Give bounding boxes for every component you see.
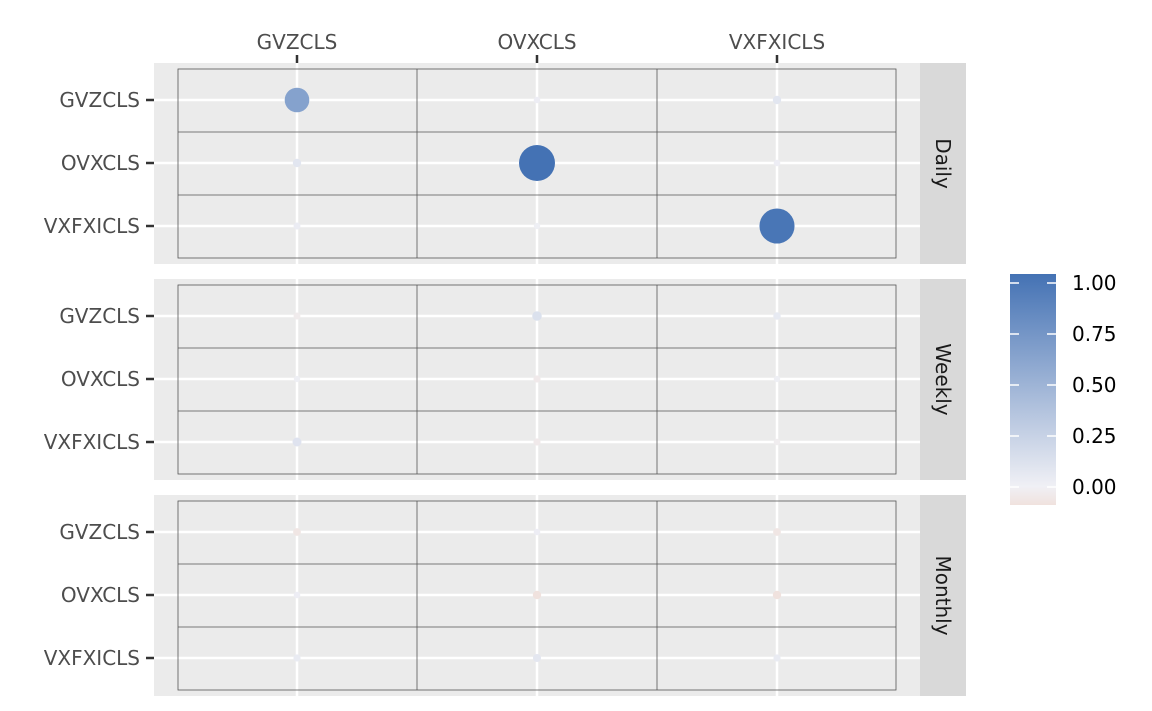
y-tick-label-vxfxicls: VXFXICLS: [44, 430, 140, 454]
point-daily-vxfxicls-vxfxicls: [759, 208, 795, 244]
legend-tick-label: 0.50: [1072, 373, 1117, 397]
legend-colorbar: [1010, 274, 1056, 505]
y-tick-label-gvzcls: GVZCLS: [59, 520, 140, 544]
point-daily-vxfxicls-gvzcls: [293, 222, 301, 230]
point-monthly-vxfxicls-vxfxicls: [773, 654, 781, 662]
point-weekly-gvzcls-ovxcls: [532, 311, 542, 321]
point-weekly-ovxcls-ovxcls: [533, 375, 541, 383]
point-monthly-ovxcls-ovxcls: [532, 590, 542, 600]
facet-panels: GVZCLS OVXCLS VXFXICLS Daily GVZCLS OVXCLS VXF…: [44, 63, 966, 696]
facet-strip-label: Monthly: [931, 555, 955, 635]
y-tick-label-ovxcls: OVXCLS: [61, 151, 140, 175]
point-daily-gvzcls-gvzcls: [284, 87, 310, 113]
point-monthly-gvzcls-vxfxicls: [773, 528, 781, 536]
y-tick-label-vxfxicls: VXFXICLS: [44, 214, 140, 238]
tile-outline: [177, 500, 897, 691]
legend-tick-label: 1.00: [1072, 271, 1117, 295]
facet-strip-label: Daily: [931, 138, 955, 189]
legend-tick-label: 0.00: [1072, 475, 1117, 499]
facet-strip: [920, 63, 966, 264]
point-weekly-vxfxicls-ovxcls: [533, 438, 541, 446]
y-tick-label-ovxcls: OVXCLS: [61, 583, 140, 607]
facet-strip: [920, 279, 966, 480]
point-daily-vxfxicls-ovxcls: [533, 222, 541, 230]
point-daily-ovxcls-ovxcls: [519, 145, 555, 181]
facet-daily: GVZCLS OVXCLS VXFXICLS Daily: [44, 63, 966, 264]
point-monthly-vxfxicls-ovxcls: [532, 653, 542, 663]
y-tick-label-gvzcls: GVZCLS: [59, 88, 140, 112]
y-tick-label-ovxcls: OVXCLS: [61, 367, 140, 391]
color-legend: 1.00 0.75 0.50 0.25 0.00: [1010, 271, 1117, 505]
point-weekly-ovxcls-gvzcls: [293, 375, 301, 383]
point-weekly-ovxcls-vxfxicls: [773, 375, 781, 383]
point-daily-gvzcls-ovxcls: [533, 96, 541, 104]
facet-strip-label: Weekly: [931, 343, 955, 415]
point-weekly-vxfxicls-gvzcls: [292, 437, 302, 447]
facet-weekly: GVZCLS OVXCLS VXFXICLS Weekly: [44, 279, 966, 480]
x-tick-label-vxfxicls: VXFXICLS: [729, 30, 825, 54]
y-tick-label-vxfxicls: VXFXICLS: [44, 646, 140, 670]
point-monthly-gvzcls-ovxcls: [533, 528, 541, 536]
point-weekly-gvzcls-gvzcls: [293, 312, 301, 320]
point-weekly-gvzcls-vxfxicls: [773, 312, 781, 320]
top-x-axis: GVZCLS OVXCLS VXFXICLS: [257, 30, 825, 63]
point-daily-ovxcls-gvzcls: [292, 158, 302, 168]
legend-tick-label: 0.75: [1072, 322, 1117, 346]
point-daily-ovxcls-vxfxicls: [773, 159, 781, 167]
point-monthly-ovxcls-gvzcls: [293, 591, 301, 599]
y-tick-label-gvzcls: GVZCLS: [59, 304, 140, 328]
point-monthly-ovxcls-vxfxicls: [772, 590, 782, 600]
point-monthly-gvzcls-gvzcls: [293, 528, 301, 536]
point-weekly-vxfxicls-vxfxicls: [773, 438, 781, 446]
facet-strip: [920, 495, 966, 696]
facet-monthly: GVZCLS OVXCLS VXFXICLS Monthly: [44, 495, 966, 696]
tile-outline: [177, 284, 897, 475]
point-daily-gvzcls-vxfxicls: [772, 95, 782, 105]
point-monthly-vxfxicls-gvzcls: [293, 654, 301, 662]
x-tick-label-ovxcls: OVXCLS: [497, 30, 576, 54]
legend-tick-label: 0.25: [1072, 424, 1117, 448]
tile-outline: [177, 68, 897, 259]
x-tick-label-gvzcls: GVZCLS: [257, 30, 338, 54]
